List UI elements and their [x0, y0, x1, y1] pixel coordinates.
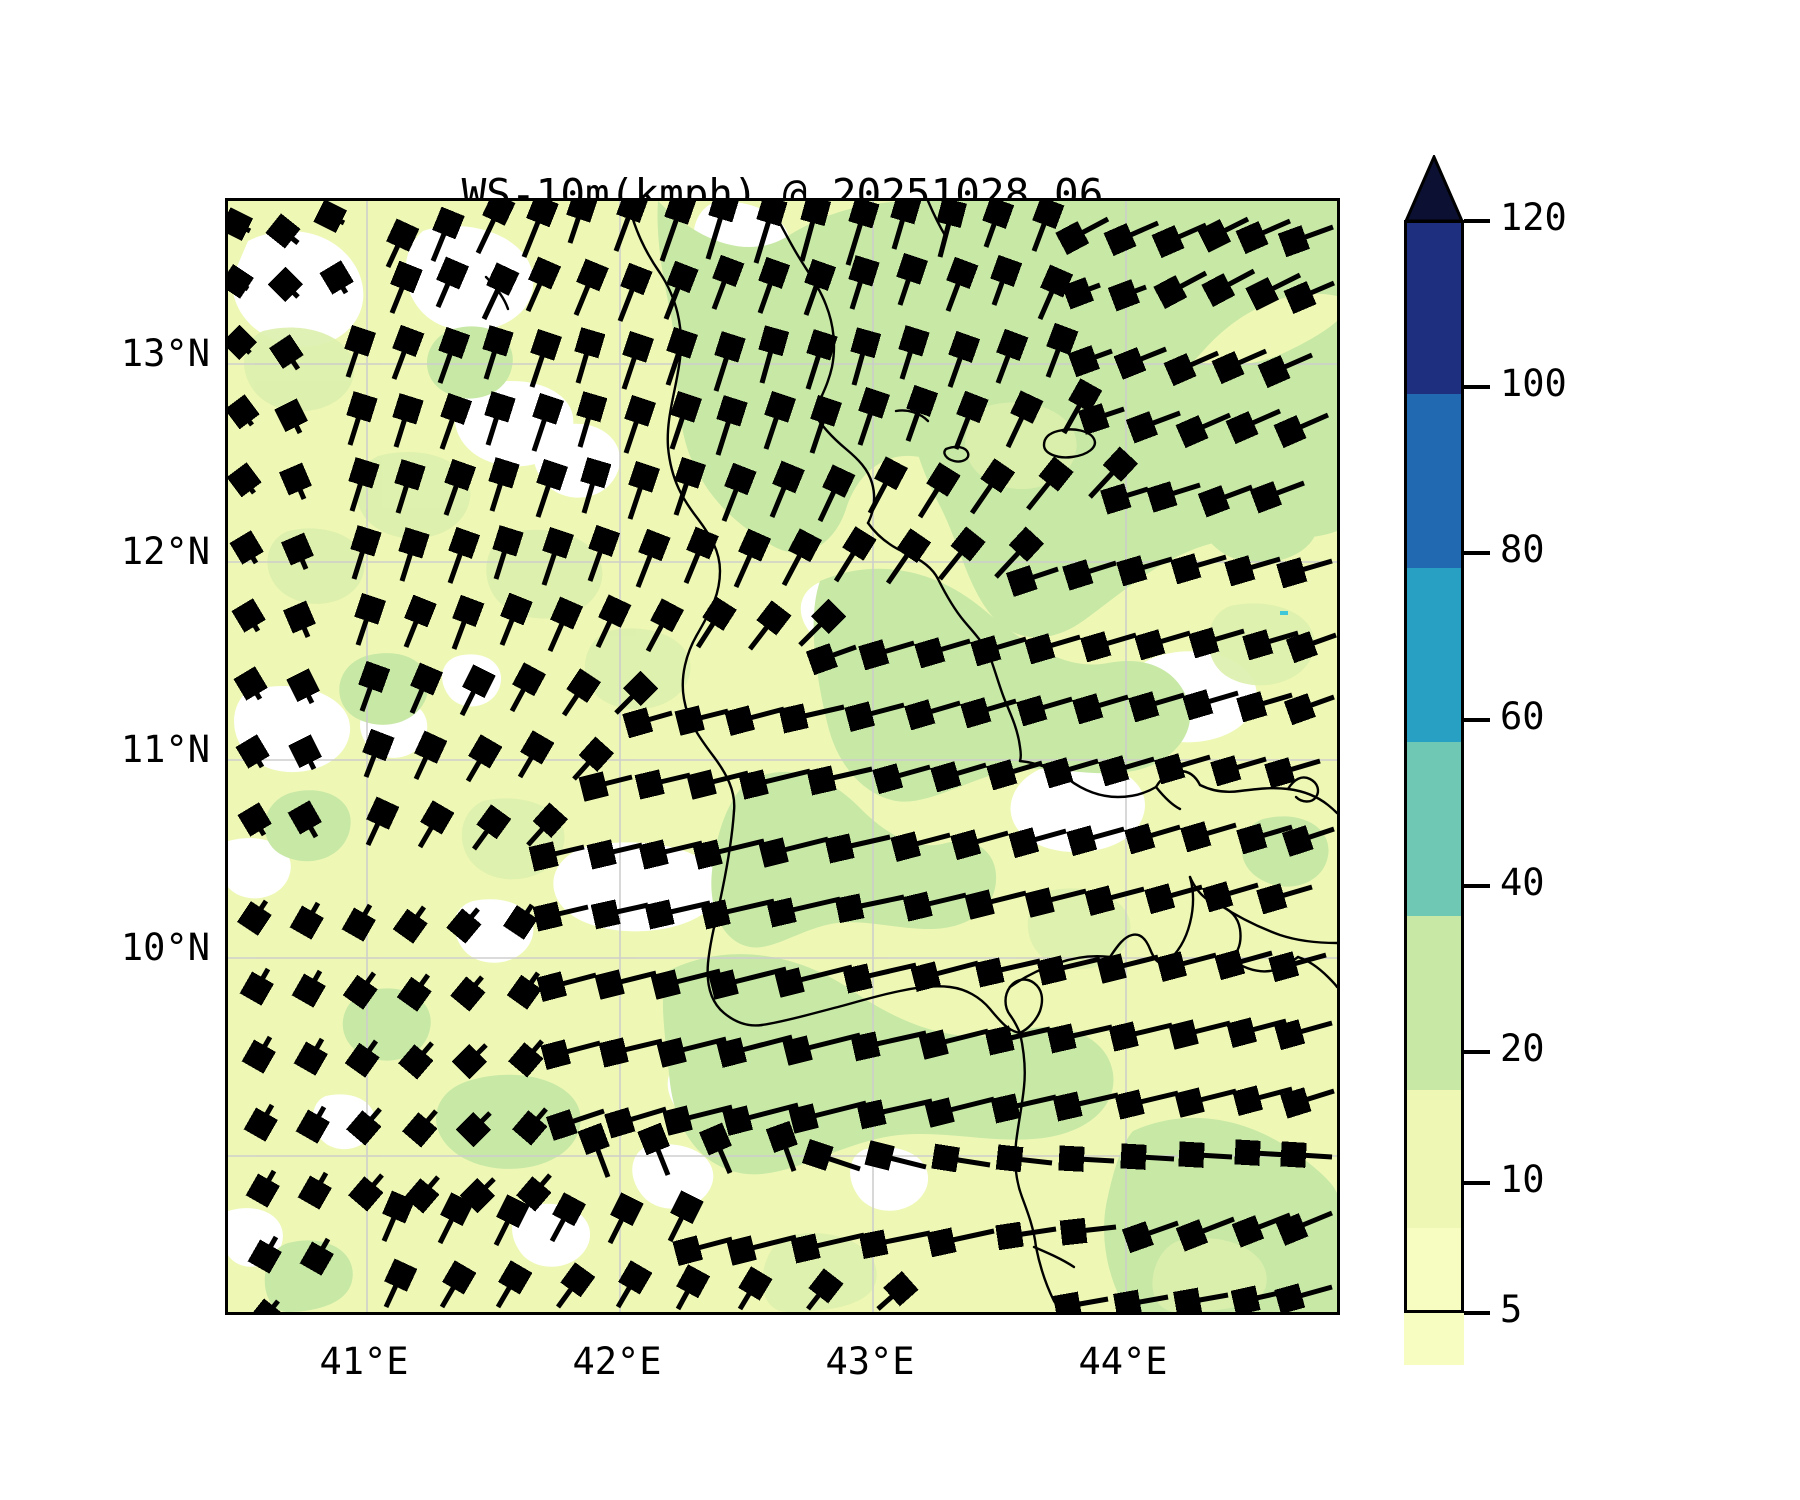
xtick-label-42E: 42°E [572, 1340, 662, 1383]
colorbar-segment-40-60 [1404, 742, 1464, 917]
ytick-label-10N: 10°N [120, 926, 210, 969]
colorbar-tick-label-120: 120 [1500, 196, 1567, 239]
xtick-label-44E: 44°E [1078, 1340, 1168, 1383]
ytick-label-13N: 13°N [120, 332, 210, 375]
colorbar-segment-60-80 [1404, 568, 1464, 743]
colorbar-tick-label-40: 40 [1500, 861, 1545, 904]
colorbar-extend-max-arrow [1404, 155, 1464, 223]
xtick-label-41E: 41°E [319, 1340, 409, 1383]
colorbar-segment-20-40 [1404, 916, 1464, 1091]
colorbar-tick-100 [1464, 385, 1490, 389]
colorbar-segment-5-10 [1404, 1227, 1464, 1365]
colorbar-tick-10 [1464, 1181, 1490, 1185]
colorbar-tick-label-20: 20 [1500, 1027, 1545, 1070]
colorbar-tick-40 [1464, 884, 1490, 888]
colorbar[interactable]: 120 100 80 60 40 20 10 5 [1404, 155, 1764, 1365]
ytick-label-11N: 11°N [120, 728, 210, 771]
ytick-label-12N: 12°N [120, 530, 210, 573]
colorbar-tick-label-60: 60 [1500, 695, 1545, 738]
xtick-label-43E: 43°E [825, 1340, 915, 1383]
colorbar-tick-20 [1464, 1050, 1490, 1054]
colorbar-tick-5 [1464, 1311, 1490, 1315]
wind-speed-map [228, 201, 1337, 1312]
colorbar-tick-label-5: 5 [1500, 1288, 1523, 1331]
colorbar-tick-120 [1464, 219, 1490, 223]
colorbar-tick-label-100: 100 [1500, 362, 1567, 405]
colorbar-tick-label-10: 10 [1500, 1158, 1545, 1201]
map-plot-area[interactable] [225, 198, 1340, 1315]
colorbar-tick-60 [1464, 718, 1490, 722]
colorbar-tick-80 [1464, 551, 1490, 555]
colorbar-segment-10-20 [1404, 1090, 1464, 1228]
colorbar-tick-label-80: 80 [1500, 528, 1545, 571]
colorbar-gradient [1404, 220, 1464, 1365]
colorbar-segment-80-100 [1404, 394, 1464, 569]
colorbar-segment-100-120 [1404, 220, 1464, 395]
